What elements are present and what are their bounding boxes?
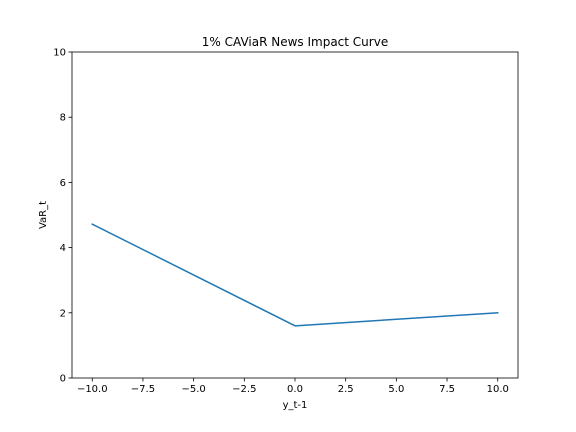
x-axis-label: y_t-1 bbox=[283, 400, 308, 411]
x-tick-label: −7.5 bbox=[131, 384, 155, 395]
x-tick-label: 2.5 bbox=[338, 384, 354, 395]
y-tick-label: 0 bbox=[60, 374, 66, 385]
series-line-0 bbox=[91, 223, 499, 327]
y-axis: 0 2 4 6 8 10 bbox=[53, 48, 72, 385]
y-axis-label: VaR_t bbox=[38, 201, 49, 229]
series-lines bbox=[91, 223, 499, 327]
y-tick-label: 8 bbox=[60, 113, 66, 124]
x-tick-label: −5.0 bbox=[181, 384, 205, 395]
x-tick-label: −10.0 bbox=[77, 384, 108, 395]
x-tick-label: 7.5 bbox=[439, 384, 455, 395]
x-axis: −10.0 −7.5 −5.0 −2.5 0.0 2.5 5.0 7.5 10.0 bbox=[77, 378, 509, 395]
x-tick-label: 0.0 bbox=[287, 384, 303, 395]
y-tick-label: 4 bbox=[60, 243, 66, 254]
chart-title: 1% CAViaR News Impact Curve bbox=[202, 35, 388, 49]
y-tick-label: 10 bbox=[53, 48, 66, 59]
y-tick-label: 6 bbox=[60, 178, 66, 189]
y-tick-label: 2 bbox=[60, 308, 66, 319]
x-tick-label: 5.0 bbox=[388, 384, 404, 395]
x-tick-label: 10.0 bbox=[487, 384, 509, 395]
x-tick-label: −2.5 bbox=[232, 384, 256, 395]
